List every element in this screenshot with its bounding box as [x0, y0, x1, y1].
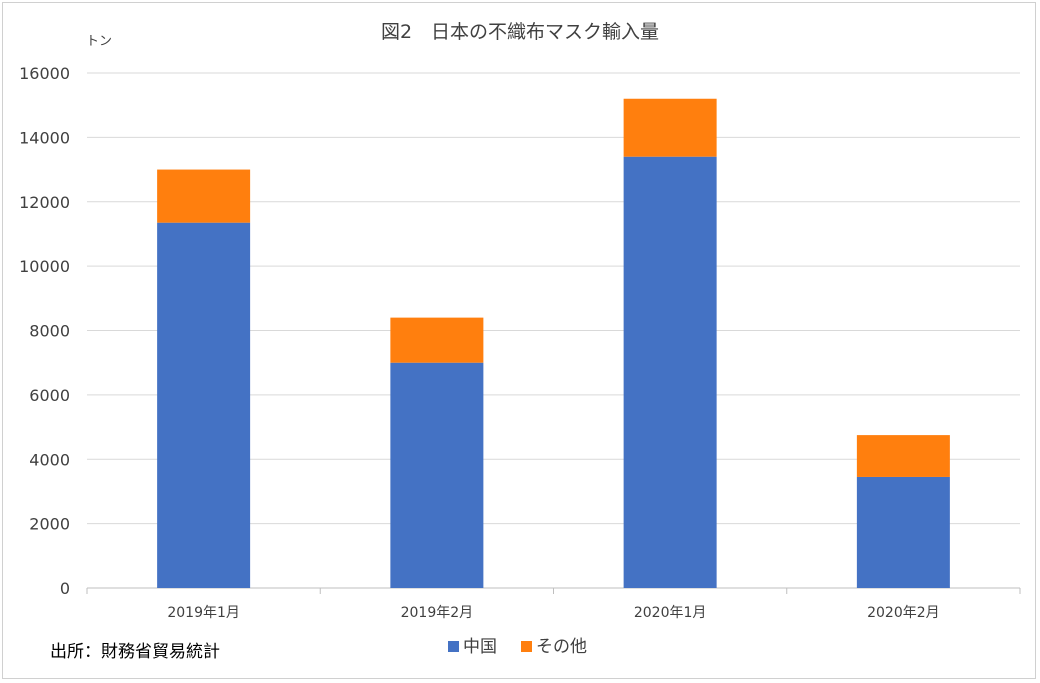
- legend-swatch: [448, 641, 459, 652]
- legend: 中国 その他: [448, 637, 587, 657]
- x-tick-label: 2020年2月: [867, 605, 940, 621]
- y-tick-label: 0: [60, 579, 70, 598]
- legend-label: その他: [536, 637, 587, 657]
- bar-china: [157, 222, 251, 588]
- y-tick-label: 10000: [19, 257, 70, 276]
- y-tick-label: 14000: [19, 128, 70, 147]
- x-axis-ticks: 2019年1月 2019年2月 2020年1月 2020年2月: [167, 605, 939, 621]
- y-tick-label: 12000: [19, 193, 70, 212]
- bar-other: [623, 98, 717, 157]
- bar-other: [856, 435, 950, 477]
- chart-title: 図2 日本の不織布マスク輸入量: [381, 21, 659, 43]
- bar-other: [157, 169, 251, 223]
- source-note: 出所：財務省貿易統計: [50, 642, 220, 662]
- y-tick-label: 4000: [29, 450, 70, 469]
- y-tick-label: 2000: [29, 515, 70, 534]
- legend-label: 中国: [463, 637, 497, 657]
- bar-other: [390, 317, 484, 363]
- legend-swatch: [521, 641, 532, 652]
- y-tick-label: 16000: [19, 64, 70, 83]
- x-tick-label: 2020年1月: [634, 605, 707, 621]
- y-tick-label: 6000: [29, 386, 70, 405]
- x-tick-label: 2019年2月: [401, 605, 474, 621]
- x-tick-label: 2019年1月: [167, 605, 240, 621]
- bars: [157, 98, 950, 588]
- bar-china: [390, 362, 484, 588]
- y-axis-ticks: 0 2000 4000 6000 8000 10000 12000 14000 16000: [19, 64, 70, 598]
- bar-china: [623, 156, 717, 588]
- y-tick-label: 8000: [29, 322, 70, 341]
- y-unit-label: トン: [86, 34, 112, 49]
- bar-china: [856, 476, 950, 588]
